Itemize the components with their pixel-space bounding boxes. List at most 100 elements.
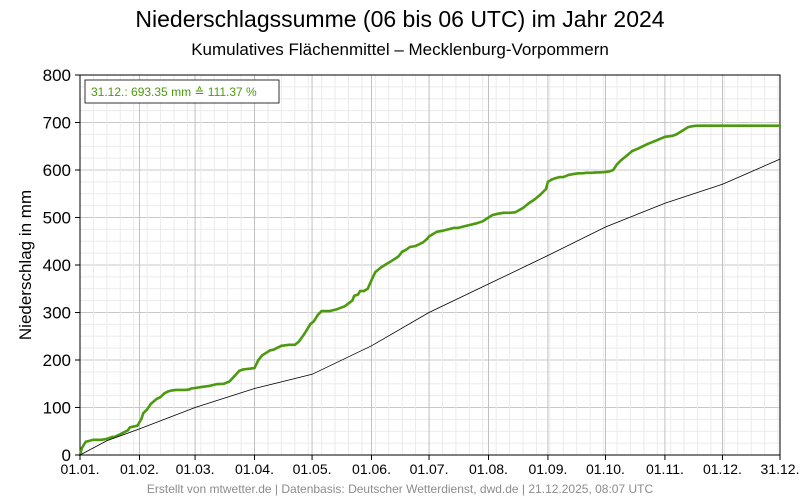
current-data-point [379, 266, 383, 269]
current-data-point [287, 343, 291, 346]
current-data-point [753, 124, 757, 127]
current-data-point [249, 367, 252, 370]
y-tick-label: 300 [43, 304, 71, 323]
current-data-point [671, 134, 674, 137]
y-tick-label: 800 [43, 66, 71, 85]
chart-subtitle: Kumulatives Flächenmittel – Mecklenburg-… [191, 40, 609, 59]
current-data-point [577, 172, 580, 175]
series-line-mean [79, 158, 781, 456]
current-data-point [234, 374, 237, 377]
current-data-point [502, 211, 506, 214]
current-data-point [723, 124, 726, 127]
current-data-point [132, 425, 135, 428]
chart-title: Niederschlagssumme (06 bis 06 UTC) im Ja… [135, 6, 665, 32]
current-data-point [732, 124, 736, 127]
current-data-point [356, 293, 360, 296]
y-tick-label: 600 [43, 161, 71, 180]
y-tick-label: 100 [43, 399, 71, 418]
current-data-point [750, 124, 753, 127]
current-data-point [615, 163, 619, 166]
y-tick-label: 500 [43, 209, 71, 228]
current-data-point [312, 319, 316, 323]
current-data-point [604, 170, 607, 174]
current-data-point [452, 226, 456, 230]
x-tick-label: 01.01. [61, 461, 100, 477]
current-data-point [353, 294, 356, 298]
x-tick-label: 01.09. [528, 461, 567, 477]
current-data-point [447, 228, 450, 231]
current-data-point [199, 385, 203, 389]
current-data-point [174, 388, 178, 392]
current-data-point [514, 211, 517, 214]
current-data-point [679, 130, 682, 134]
current-data-point [698, 124, 701, 127]
current-data-point [207, 384, 210, 388]
current-data-point [581, 172, 584, 175]
current-data-point [257, 358, 260, 362]
current-data-point [686, 126, 690, 129]
current-data-point [481, 220, 484, 223]
current-data-point [362, 289, 366, 293]
current-data-point [180, 388, 183, 392]
y-tick-label: 200 [43, 351, 71, 370]
current-data-point [84, 440, 87, 443]
current-data-point [456, 226, 460, 230]
x-tick-label: 31.12. [761, 461, 800, 477]
annotation-box: 31.12.: 693.35 mm ≙ 111.37 % [84, 79, 280, 104]
current-data-point [145, 408, 149, 411]
current-data-point [675, 133, 678, 136]
y-axis: 0 100 200 300 400 500 600 700 800 [43, 66, 80, 465]
current-data-point [404, 248, 408, 251]
annotation-text: 31.12.: 693.35 mm ≙ 111.37 % [91, 85, 257, 99]
current-data-point [92, 438, 95, 441]
current-data-point [397, 255, 400, 258]
current-data-point [470, 223, 473, 226]
current-data-point [128, 426, 132, 429]
current-data-point [163, 392, 166, 395]
current-data-point [241, 368, 245, 371]
current-data-point [619, 159, 623, 162]
current-data-point [646, 142, 649, 146]
current-data-point [521, 206, 525, 210]
y-axis-label: Niederschlag in mm [16, 190, 35, 340]
current-data-point [585, 171, 588, 175]
current-data-point [105, 437, 109, 441]
current-data-point [598, 171, 601, 174]
current-data-point [704, 124, 707, 127]
current-data-point [140, 417, 143, 421]
current-data-point [387, 261, 390, 264]
current-data-point [460, 225, 463, 229]
current-data-point [126, 429, 130, 432]
current-data-point [567, 173, 571, 176]
current-data-point [414, 244, 417, 248]
current-data-point [167, 390, 170, 393]
current-data-point [80, 446, 84, 450]
current-data-point [435, 230, 438, 233]
x-tick-label: 01.06. [352, 461, 391, 477]
current-data-point [291, 343, 295, 346]
current-data-point [631, 149, 634, 153]
current-data-point [117, 433, 120, 437]
x-tick-label: 01.11. [646, 461, 684, 477]
current-data-point [383, 263, 387, 267]
current-data-point [527, 202, 530, 205]
series-line-current [78, 124, 780, 456]
current-data-point [663, 135, 667, 138]
current-data-point [694, 124, 697, 128]
current-data-point [546, 180, 550, 184]
x-tick-label: 01.07. [410, 461, 449, 477]
current-data-point [303, 332, 306, 336]
x-axis: 01.01. 01.02. 01.03. 01.04. 01.05. 01.06. 01.0… [61, 455, 800, 477]
footer-credit: Erstellt von mtwetter.de | Datenbasis: D… [146, 482, 654, 496]
current-data-point [245, 367, 249, 371]
current-data-point [268, 349, 272, 352]
x-tick-label: 01.10. [586, 461, 625, 477]
current-data-point [573, 172, 576, 175]
y-tick-label: 400 [43, 256, 71, 275]
current-data-point [214, 383, 218, 386]
current-data-point [656, 138, 659, 142]
current-data-point [625, 154, 628, 157]
current-data-point [297, 340, 300, 344]
current-data-point [774, 124, 778, 127]
